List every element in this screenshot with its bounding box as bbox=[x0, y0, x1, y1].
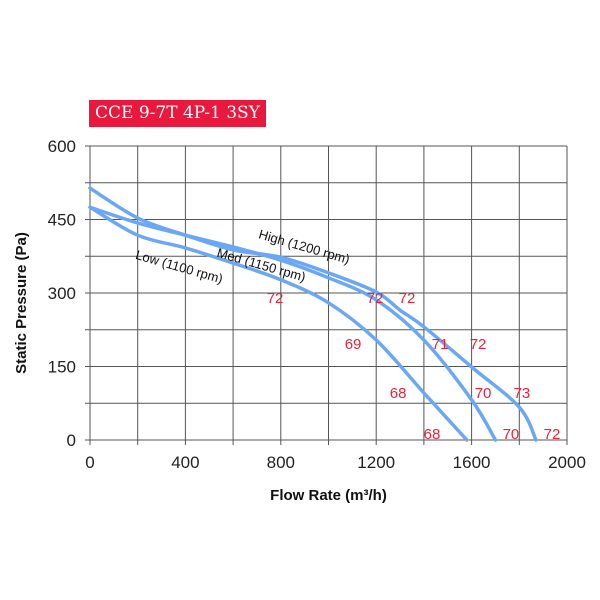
y-axis-label: Static Pressure (Pa) bbox=[13, 232, 30, 374]
series-label: Low (1100 rpm) bbox=[134, 247, 225, 286]
y-tick-label: 600 bbox=[48, 137, 76, 156]
chart-title: CCE 9-7T 4P-1 3SY bbox=[89, 100, 266, 127]
efficiency-annotation: 68 bbox=[390, 385, 407, 402]
x-tick-label: 0 bbox=[85, 453, 94, 472]
efficiency-annotation: 71 bbox=[432, 336, 449, 353]
x-tick-label: 800 bbox=[267, 453, 295, 472]
efficiency-annotation: 69 bbox=[345, 336, 362, 353]
y-tick-label: 300 bbox=[48, 284, 76, 303]
x-tick-label: 1200 bbox=[357, 453, 395, 472]
efficiency-annotation: 70 bbox=[475, 385, 492, 402]
x-tick-label: 400 bbox=[171, 453, 199, 472]
efficiency-annotation: 72 bbox=[470, 336, 487, 353]
efficiency-annotation: 72 bbox=[544, 426, 561, 443]
y-tick-label: 150 bbox=[48, 358, 76, 377]
efficiency-annotation: 70 bbox=[503, 426, 520, 443]
efficiency-annotation: 72 bbox=[367, 290, 384, 307]
efficiency-annotation: 73 bbox=[514, 385, 531, 402]
efficiency-annotation: 68 bbox=[424, 426, 441, 443]
series-line-high bbox=[88, 186, 538, 442]
x-tick-label: 2000 bbox=[548, 453, 586, 472]
y-tick-label: 450 bbox=[48, 211, 76, 230]
efficiency-annotation: 72 bbox=[399, 290, 416, 307]
x-axis-label: Flow Rate (m³/h) bbox=[270, 487, 387, 504]
efficiency-annotation: 72 bbox=[267, 290, 284, 307]
series-line-med bbox=[88, 205, 498, 442]
y-tick-label: 0 bbox=[67, 431, 76, 450]
series-line-low bbox=[88, 205, 469, 442]
x-tick-label: 1600 bbox=[453, 453, 491, 472]
